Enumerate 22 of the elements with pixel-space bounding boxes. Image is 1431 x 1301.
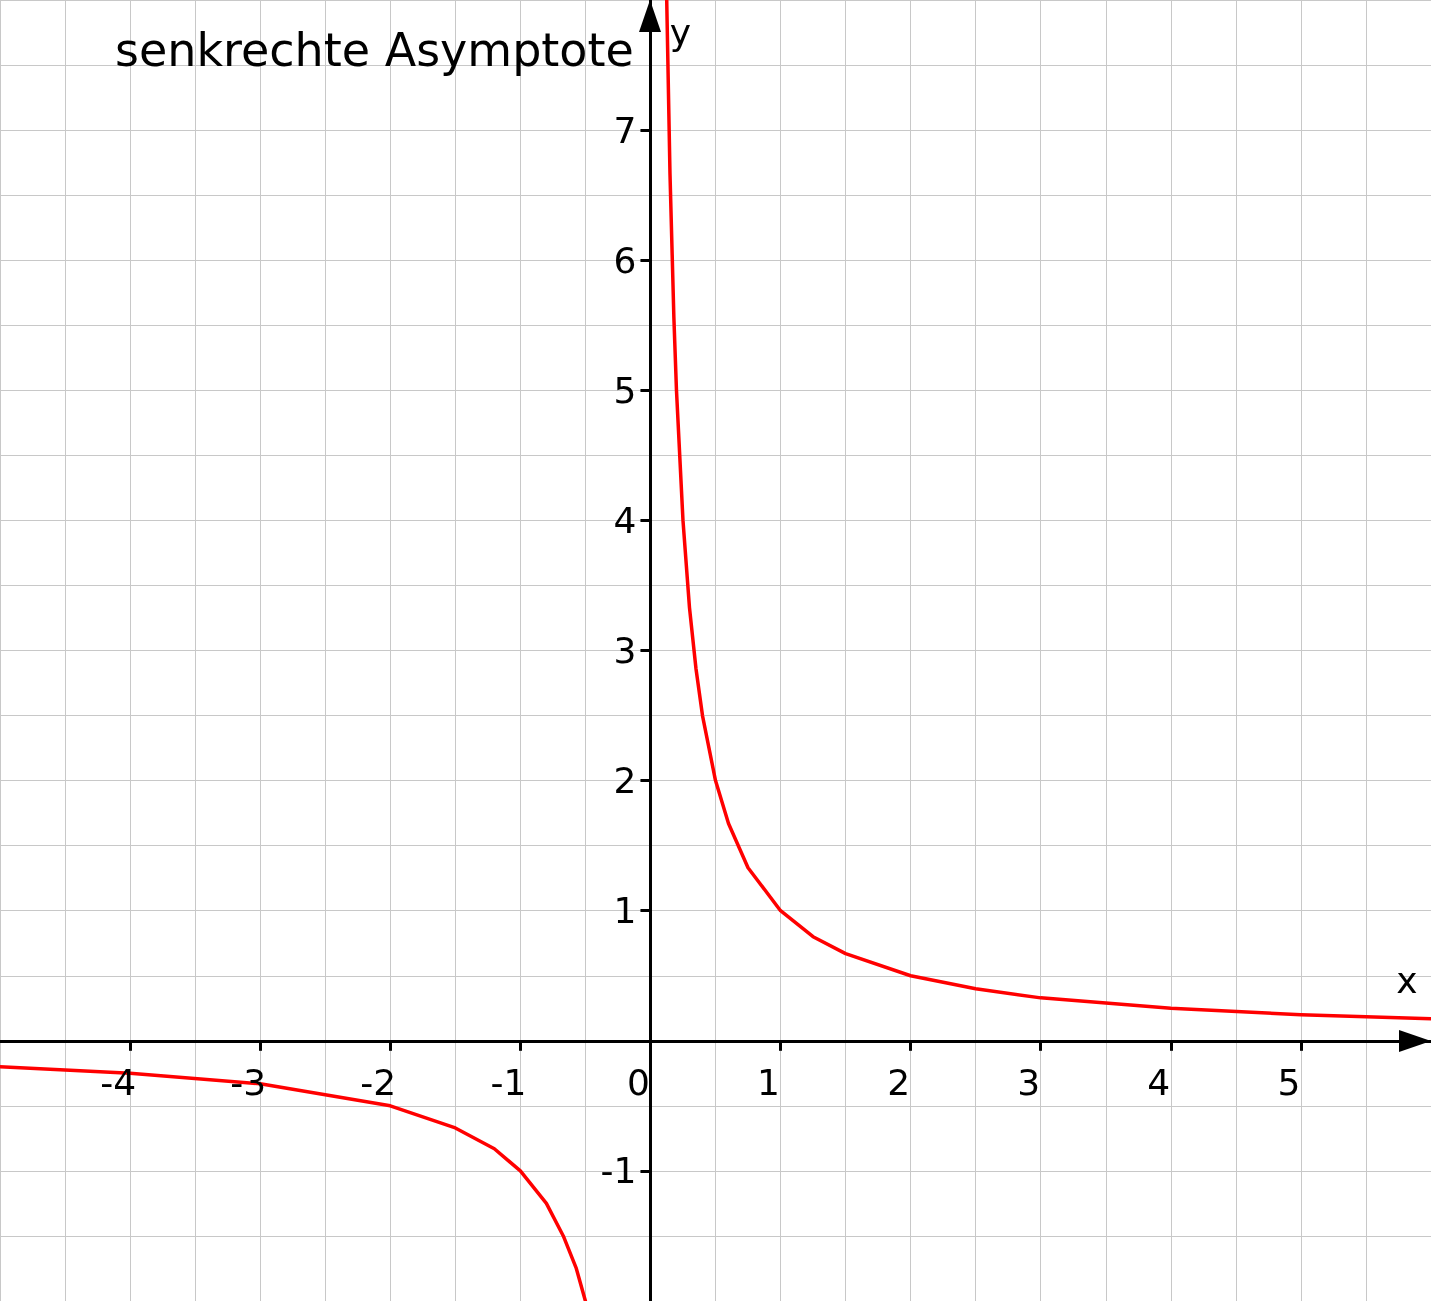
y-axis-title: y [669, 11, 692, 53]
x-tick-label: -2 [360, 1062, 397, 1104]
x-tick-label: -4 [100, 1062, 137, 1104]
x-axis-title: x [1396, 960, 1418, 1002]
y-tick-label: -1 [600, 1150, 637, 1192]
x-tick-label: 1 [757, 1062, 780, 1104]
x-tick-label: 2 [887, 1062, 911, 1104]
x-tick-label: 0 [627, 1062, 650, 1104]
line-series [0, 1065, 588, 1301]
y-tick-label: 1 [613, 890, 637, 932]
x-tick-label: -1 [490, 1062, 527, 1104]
x-tick-label: 5 [1277, 1062, 1301, 1104]
y-tick-label: 5 [613, 369, 637, 411]
y-tick-label: 7 [613, 109, 637, 151]
y-tick-label: 4 [613, 499, 637, 541]
line-series [664, 0, 1431, 1021]
x-tick-label: 4 [1147, 1062, 1171, 1104]
text: senkrechte Asymptote [115, 23, 634, 77]
y-tick-label: 6 [613, 239, 637, 281]
y-tick-label: 3 [613, 630, 637, 671]
y-tick-label: 2 [613, 760, 637, 802]
x-tick-label: 3 [1017, 1062, 1041, 1104]
